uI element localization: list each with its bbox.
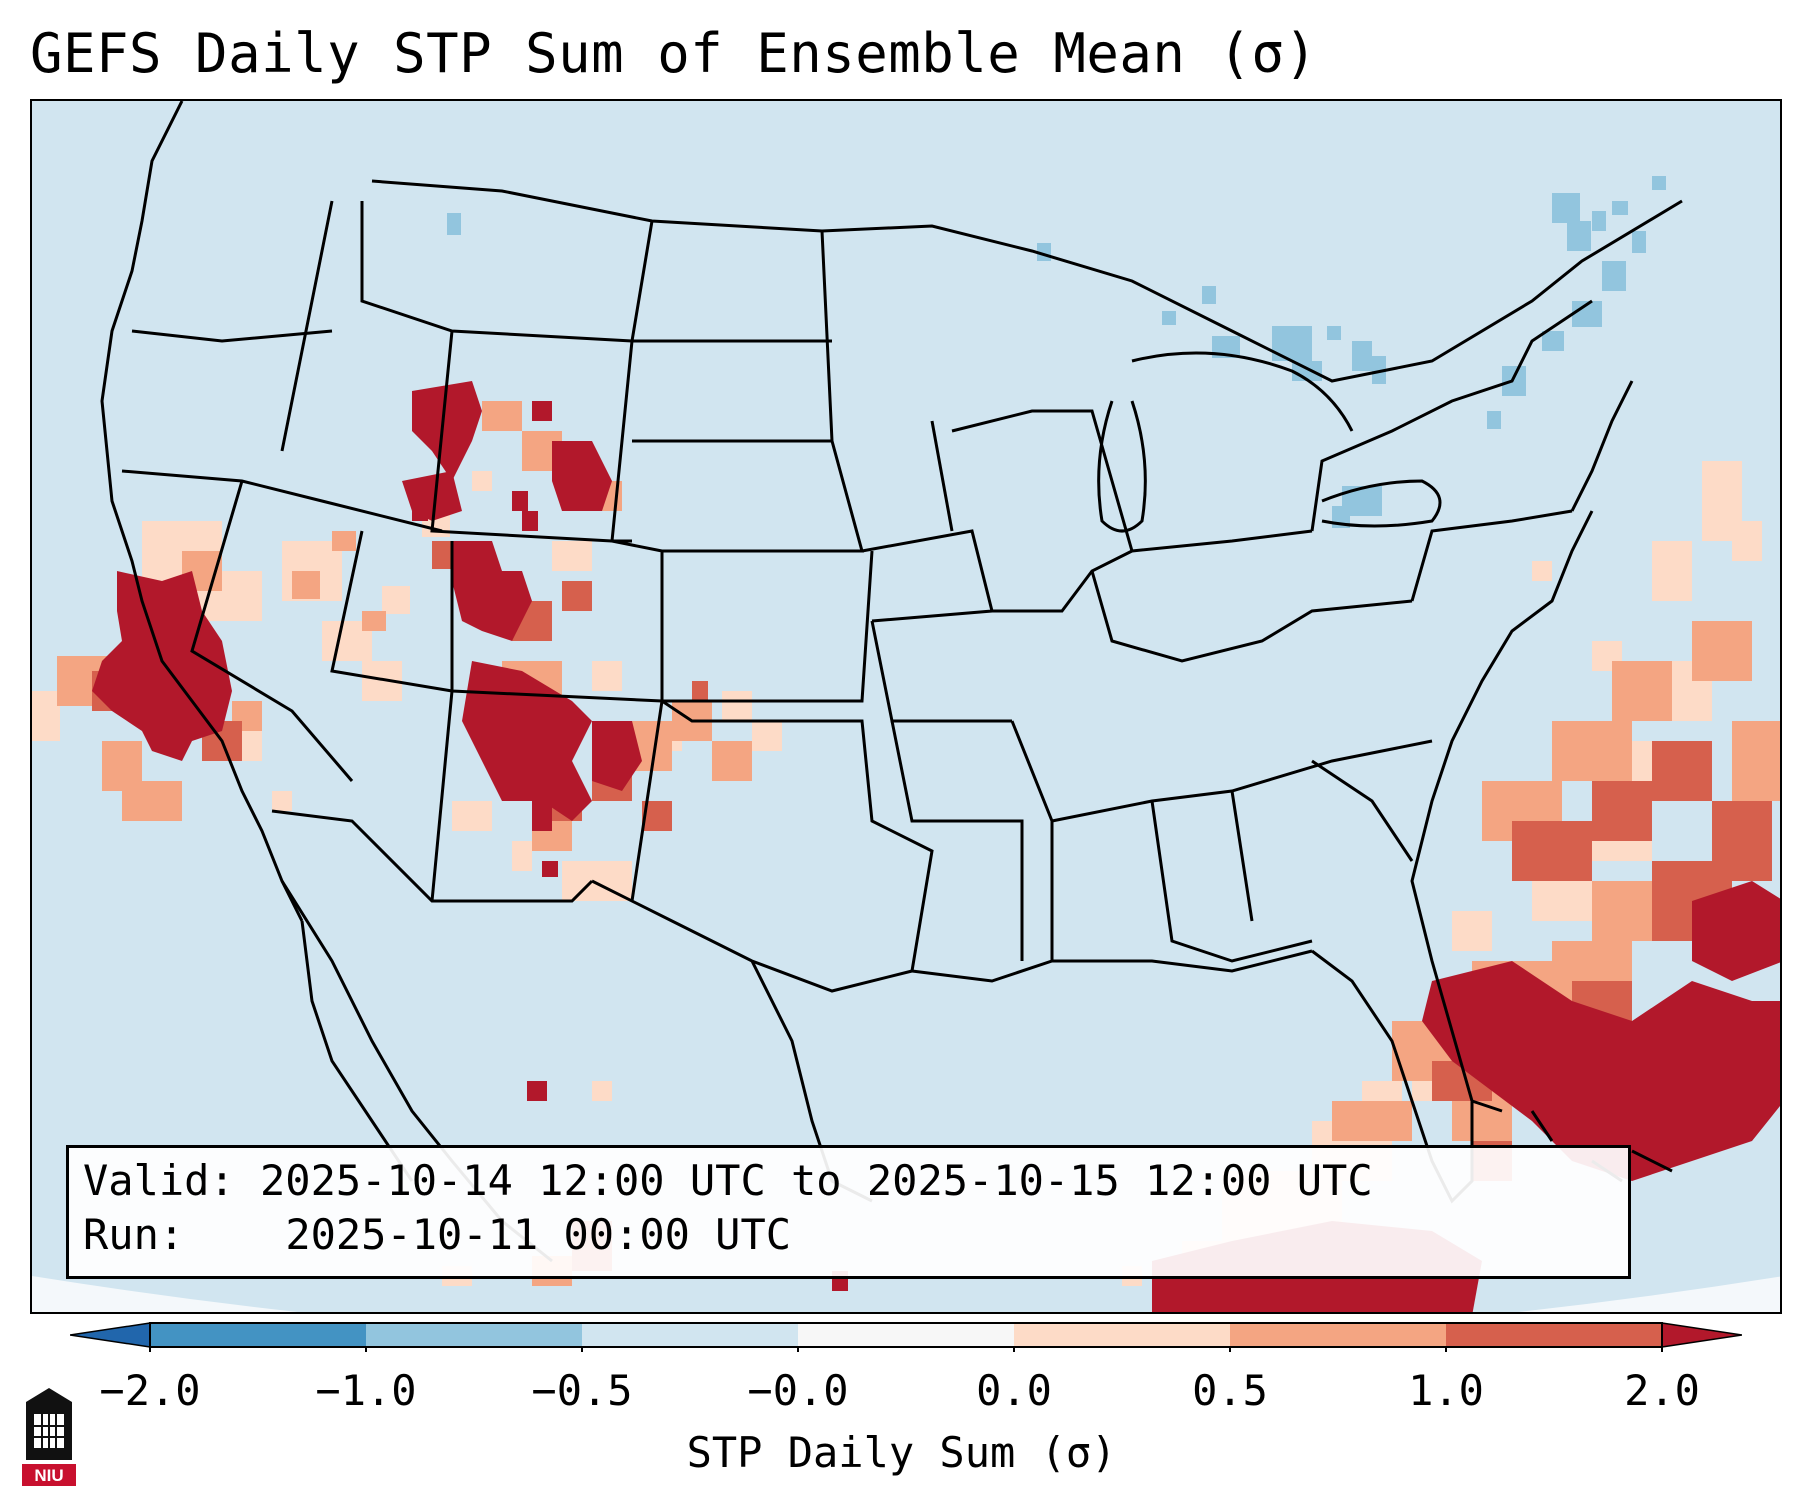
run-row: Run: 2025-10-11 00:00 UTC (83, 1208, 1614, 1262)
colorbar-tick-label: 0.5 (1192, 1366, 1268, 1415)
colorbar (70, 1322, 1742, 1352)
colorbar-ticks (149, 1347, 1663, 1352)
map-background (32, 101, 1780, 1312)
colorbar-outline (149, 1322, 1663, 1348)
valid-row: Valid: 2025-10-14 12:00 UTC to 2025-10-1… (83, 1154, 1614, 1208)
map-canvas (32, 101, 1780, 1312)
valid-run-info-box: Valid: 2025-10-14 12:00 UTC to 2025-10-1… (66, 1145, 1631, 1279)
colorbar-bin (150, 1323, 367, 1347)
valid-label: Valid: (83, 1156, 235, 1205)
colorbar-bins (150, 1323, 1663, 1347)
colorbar-extend-high (1661, 1322, 1742, 1348)
colorbar-tick-label: −0.0 (747, 1366, 849, 1415)
colorbar-label: STP Daily Sum (σ) (686, 1428, 1117, 1477)
colorbar-bin (798, 1323, 1015, 1347)
colorbar-tick-label: −0.5 (531, 1366, 633, 1415)
colorbar-tick-label: 0.0 (976, 1366, 1052, 1415)
colorbar-bin (1230, 1323, 1447, 1347)
colorbar-bin (1014, 1323, 1231, 1347)
state-boundaries (100, 101, 1683, 1263)
colorbar-bin (366, 1323, 583, 1347)
negative-anomaly-cells (447, 176, 1666, 528)
colorbar-tick-label: 1.0 (1408, 1366, 1484, 1415)
colorbar-tick-label: 2.0 (1624, 1366, 1700, 1415)
colorbar-tick-label: −1.0 (315, 1366, 417, 1415)
extreme-positive-cells (92, 381, 1780, 1312)
colorbar-tick-label: −2.0 (99, 1366, 201, 1415)
colorbar-bin (582, 1323, 799, 1347)
niu-logo: NIU (22, 1388, 76, 1486)
colorbar-extend-low (70, 1322, 151, 1348)
logo-text: NIU (34, 1466, 63, 1485)
colorbar-bin (1446, 1323, 1663, 1347)
map-panel[interactable] (30, 99, 1782, 1314)
run-label: Run: (83, 1210, 185, 1259)
map-title: GEFS Daily STP Sum of Ensemble Mean (σ) (30, 22, 1318, 85)
valid-value: 2025-10-14 12:00 UTC to 2025-10-15 12:00… (260, 1156, 1373, 1205)
run-value: 2025-10-11 00:00 UTC (285, 1210, 792, 1259)
